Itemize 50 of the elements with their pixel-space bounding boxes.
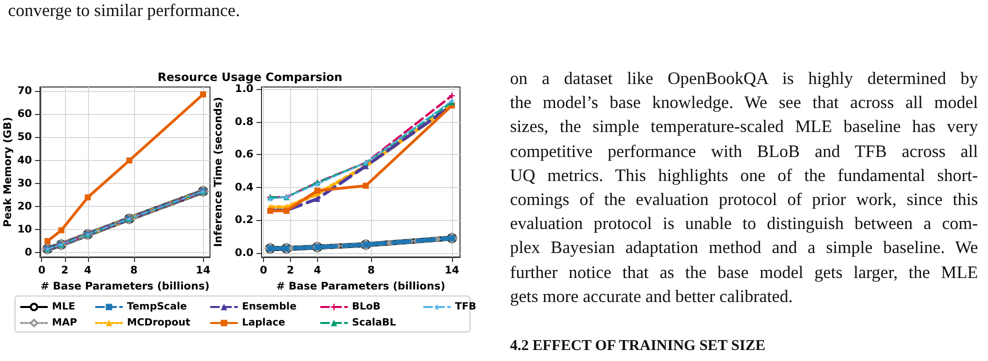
x-tick-label: 8 bbox=[368, 264, 375, 276]
y-tick-label: 1.0 bbox=[234, 83, 254, 96]
legend-label: Ensemble bbox=[242, 302, 297, 312]
y-tick-label: 0.6 bbox=[234, 148, 254, 161]
text: UQ metrics. This highlights one of the fundamental short- bbox=[510, 164, 978, 186]
x-tick-label: 2 bbox=[61, 264, 68, 276]
x-tick-label: 4 bbox=[84, 264, 92, 276]
legend-label: TempScale bbox=[127, 302, 188, 312]
legend-label: ScalaBL bbox=[352, 318, 397, 328]
x-tick-label: 14 bbox=[444, 264, 460, 276]
legend-label: BLoB bbox=[352, 302, 380, 312]
text: competitive performance with BLoB and TFB across all bbox=[510, 140, 978, 162]
text: converge to similar performance. bbox=[8, 0, 240, 21]
text: on a dataset like OpenBookQA is highly determined by bbox=[510, 68, 978, 89]
y-tick-label: 0.2 bbox=[234, 214, 254, 226]
y-tick-label: 0 bbox=[24, 246, 32, 258]
y-tick-label: 20 bbox=[17, 200, 32, 212]
text: the model’s base knowledge. We see that across all model bbox=[510, 92, 978, 114]
text: sizes, the simple temperature-scaled MLE baseline has very bbox=[510, 116, 978, 138]
text: gets more accurate and better calibrated. bbox=[510, 286, 794, 307]
y-tick-label: 30 bbox=[17, 177, 32, 190]
text: comings of the evaluation protocol of prior work, since this bbox=[510, 189, 978, 210]
y-tick-label: 10 bbox=[17, 223, 32, 236]
text: Resource Usage Comparsion bbox=[158, 70, 342, 84]
text: 4.2 EFFECT OF TRAINING SET SIZE bbox=[510, 338, 766, 355]
legend-label: Laplace bbox=[242, 318, 286, 328]
y-axis-title: Peak Memory (GB) bbox=[2, 116, 14, 228]
x-tick-label: 8 bbox=[130, 264, 138, 276]
x-axis-title: # Base Parameters (billions) bbox=[40, 280, 210, 292]
y-tick-label: 60 bbox=[17, 108, 32, 120]
y-tick-label: 40 bbox=[17, 154, 32, 166]
x-tick-label: 0 bbox=[260, 264, 268, 276]
x-tick-label: 2 bbox=[286, 264, 294, 276]
y-tick-label: 70 bbox=[17, 85, 32, 98]
legend-label: MCDropout bbox=[127, 318, 191, 328]
legend-label: MLE bbox=[52, 302, 76, 312]
text: evaluation protocol is unable to distinguish between a com- bbox=[510, 213, 978, 234]
y-tick-label: 0.0 bbox=[234, 246, 254, 259]
y-tick-label: 0.8 bbox=[234, 116, 254, 128]
x-tick-label: 14 bbox=[196, 264, 210, 276]
x-axis-title: # Base Parameters (billions) bbox=[276, 280, 446, 292]
legend-label: MAP bbox=[52, 318, 78, 328]
text: further notice that as the base model gets larger, the MLE bbox=[510, 262, 978, 283]
legend-label: TFB bbox=[455, 302, 476, 312]
text: plex Bayesian adaptation method and a simple baseline. We bbox=[510, 237, 978, 258]
y-axis-title: Inference Time (seconds) bbox=[212, 97, 224, 247]
y-tick-label: 0.4 bbox=[234, 181, 254, 194]
y-tick-label: 50 bbox=[17, 131, 32, 144]
x-tick-label: 4 bbox=[314, 264, 322, 276]
x-tick-label: 0 bbox=[38, 264, 46, 276]
